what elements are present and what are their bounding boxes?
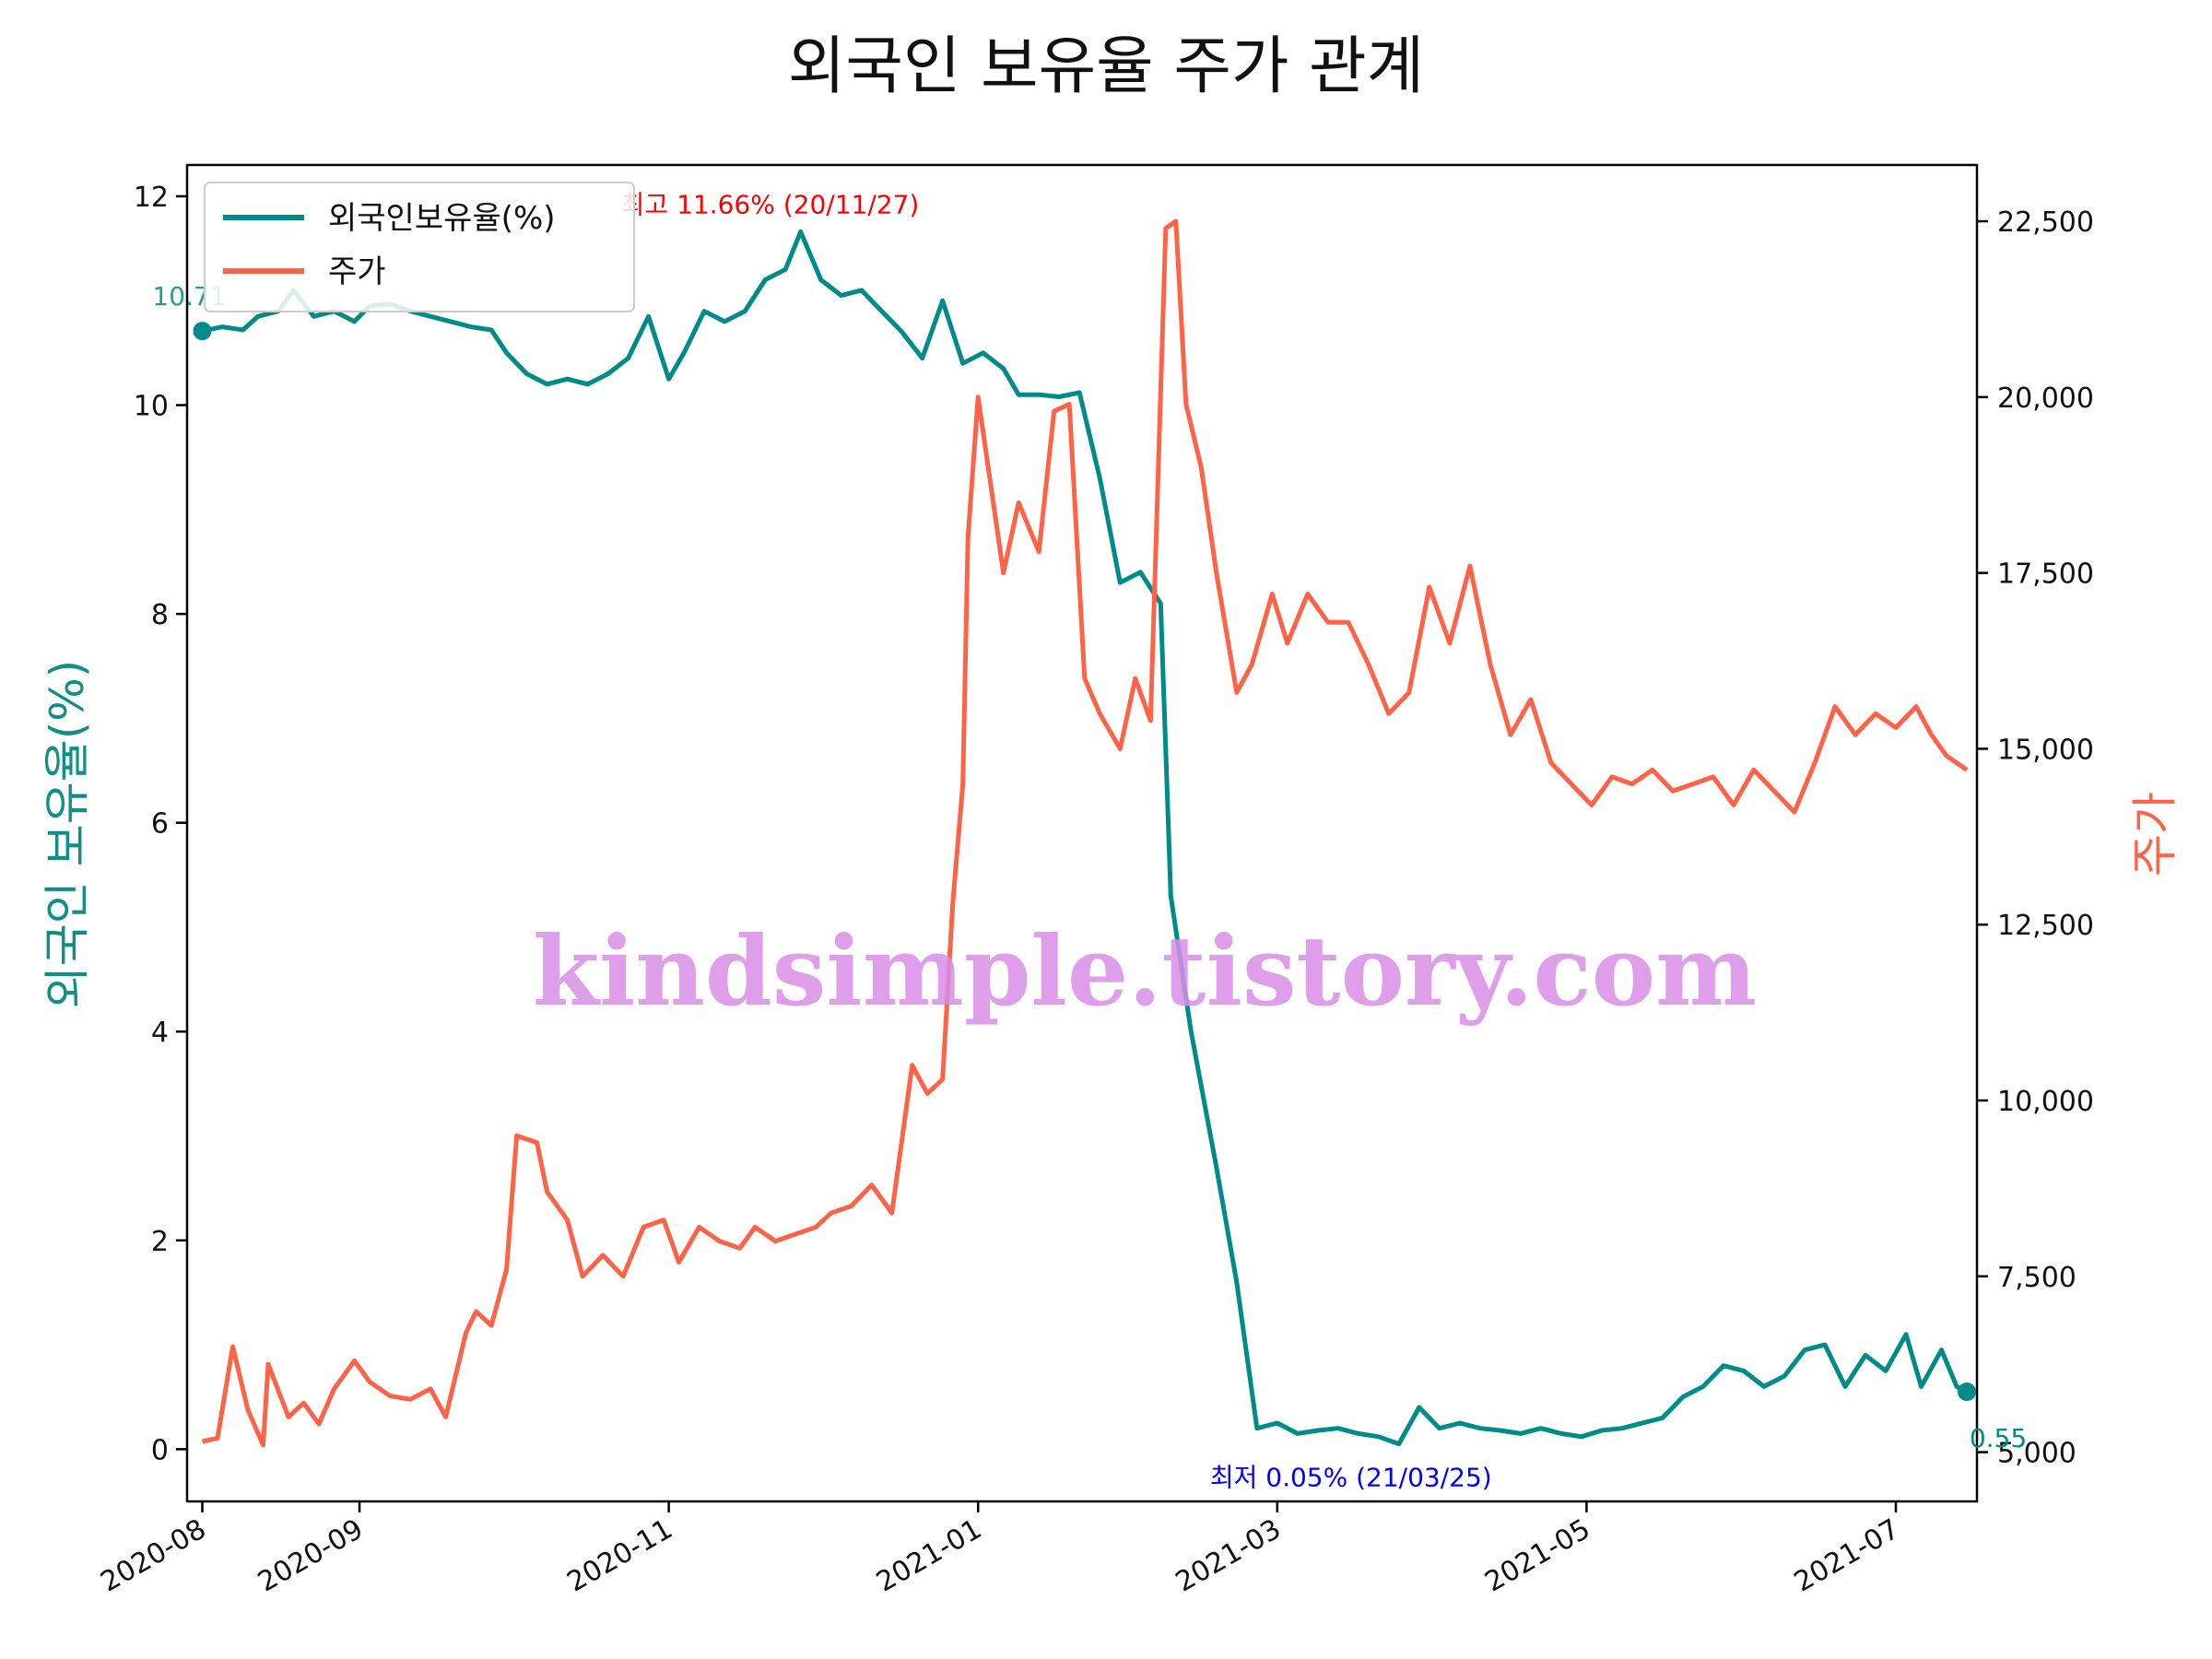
y-left-tick-label: 4 (151, 1017, 169, 1049)
legend-label-price: 주가 (328, 253, 386, 290)
ylabel-right: 주가 (2128, 792, 2182, 877)
chart-title: 외국인 보유율 주가 관계 (788, 30, 1424, 103)
y-right-tick-label: 5,000 (1997, 1438, 2077, 1470)
y-right-tick-label: 17,500 (1997, 559, 2094, 591)
watermark: kindsimple.tistory.com (533, 914, 1757, 1028)
y-left-tick-label: 12 (134, 182, 169, 214)
end-value-label: 0.55 (1970, 1423, 2027, 1453)
legend-label-foreign: 외국인보유율(%) (328, 200, 556, 237)
y-left-tick-label: 6 (151, 808, 169, 841)
plot-area (185, 163, 1979, 1503)
min-annotation: 최저 0.05% (21/03/25) (1210, 1463, 1492, 1493)
foreign-ratio-line (201, 229, 1969, 1447)
y-right-tick-label: 12,500 (1997, 910, 2094, 942)
max-annotation: 최고 11.66% (20/11/27) (621, 190, 920, 220)
plot-frame (185, 163, 1979, 1503)
ylabel-left: 외국인 보유율(%) (41, 660, 94, 1008)
y-right-tick-label: 22,500 (1997, 206, 2094, 239)
end-point-marker (1957, 1382, 1976, 1402)
start-point-marker (193, 322, 212, 341)
legend-box (204, 182, 635, 312)
legend: 외국인보유율(%) 주가 (204, 182, 635, 312)
stock-price-line (201, 218, 1969, 1448)
y-left-tick-label: 0 (151, 1434, 169, 1466)
y-left-tick-label: 2 (151, 1226, 169, 1258)
y-left-tick-label: 10 (134, 391, 169, 423)
y-right-tick-label: 7,500 (1997, 1262, 2077, 1294)
y-right-tick-label: 10,000 (1997, 1086, 2094, 1118)
y-right-tick-label: 15,000 (1997, 734, 2094, 766)
y-left-tick-label: 8 (151, 599, 169, 631)
y-right-tick-label: 20,000 (1997, 382, 2094, 415)
